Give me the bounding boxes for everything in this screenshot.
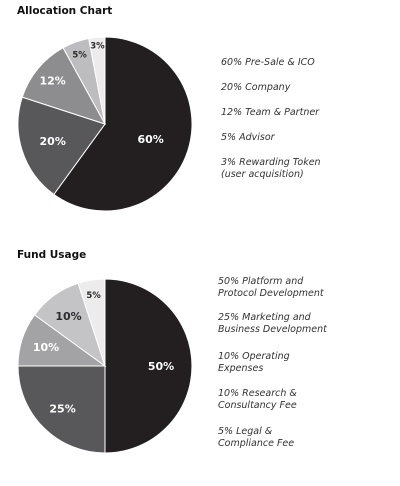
- legend-item: 10% Operating Expenses: [218, 351, 368, 375]
- legend-item-line: Business Development: [218, 324, 327, 335]
- legend-item-line: Protocol Development: [218, 288, 324, 299]
- pie-slice: [53, 36, 193, 212]
- pie-slice: [21, 47, 107, 125]
- legend-item-line: 60% Pre-Sale & ICO: [221, 57, 315, 68]
- legend-item-line: Compliance Fee: [218, 438, 295, 449]
- legend-item: 3% Rewarding Token (user acquisition): [221, 157, 371, 181]
- pie-slice: [17, 365, 106, 454]
- legend-item: 60% Pre-Sale & ICO: [221, 57, 371, 69]
- legend-item-line: 20% Company: [221, 82, 291, 93]
- legend-item-line: (user acquisition): [221, 169, 304, 180]
- slice-label: 10%: [55, 310, 81, 323]
- legend-item: 5% Advisor: [221, 132, 371, 144]
- pie-slice: [104, 278, 193, 454]
- legend-item-line: 5% Advisor: [221, 132, 275, 143]
- pie-slice: [88, 36, 106, 125]
- slice-label: 5%: [72, 50, 87, 60]
- legend-item: 12% Team & Partner: [221, 107, 371, 119]
- legend-item-line: Expenses: [218, 363, 264, 374]
- pie-slice: [17, 96, 106, 196]
- legend-item: 5% Legal & Compliance Fee: [218, 426, 368, 450]
- slice-label: 20%: [40, 135, 66, 148]
- slice-label: 5%: [86, 291, 101, 301]
- slice-label: 60%: [137, 133, 163, 146]
- slice-label: 12%: [39, 75, 65, 88]
- legend-item-line: 10% Research &: [218, 388, 297, 399]
- slice-label: 10%: [33, 341, 59, 354]
- slice-label: 3%: [90, 41, 105, 51]
- legend-item-line: 12% Team & Partner: [221, 107, 320, 118]
- legend-item: 25% Marketing and Business Development: [218, 312, 368, 336]
- legend-item-line: 3% Rewarding Token: [221, 157, 321, 168]
- legend-item: 10% Research & Consultancy Fee: [218, 388, 368, 412]
- legend-item-line: 50% Platform and: [218, 276, 304, 287]
- legend-item-line: 10% Operating: [218, 351, 290, 362]
- legend-item-line: Consultancy Fee: [218, 400, 297, 411]
- allocation-chart-title: Allocation Chart: [17, 5, 113, 17]
- pie-slice: [77, 278, 106, 367]
- slice-label: 25%: [49, 402, 75, 415]
- legend-item-line: 25% Marketing and: [218, 312, 311, 323]
- fund-usage-chart-title: Fund Usage: [17, 249, 87, 261]
- legend-item: 50% Platform and Protocol Development: [218, 276, 368, 300]
- slice-label: 50%: [148, 360, 174, 373]
- legend-item-line: 5% Legal &: [218, 426, 273, 437]
- fund-usage-pie-chart: 50% 25% 10% 10% 5%: [17, 278, 193, 454]
- legend-item: 20% Company: [221, 82, 371, 94]
- allocation-pie-chart: 60% 20% 12% 5%3%: [17, 36, 193, 212]
